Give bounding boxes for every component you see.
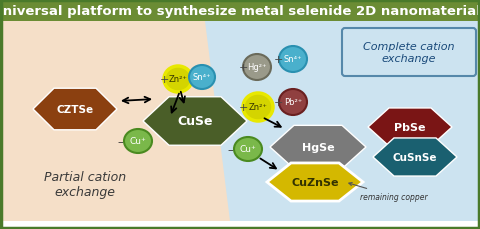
FancyBboxPatch shape bbox=[342, 29, 476, 77]
Polygon shape bbox=[270, 126, 366, 169]
Polygon shape bbox=[143, 97, 247, 146]
Text: Sn⁴⁺: Sn⁴⁺ bbox=[192, 73, 211, 82]
Polygon shape bbox=[373, 138, 457, 176]
Text: +: + bbox=[159, 75, 168, 85]
Text: CZTSe: CZTSe bbox=[57, 105, 94, 114]
Text: HgSe: HgSe bbox=[302, 142, 334, 152]
Text: Sn⁴⁺: Sn⁴⁺ bbox=[284, 55, 302, 64]
Ellipse shape bbox=[279, 90, 307, 115]
Text: Zn²⁺: Zn²⁺ bbox=[168, 75, 187, 84]
Text: CuSnSe: CuSnSe bbox=[393, 152, 437, 162]
Ellipse shape bbox=[189, 66, 215, 90]
Bar bbox=[0, 22, 480, 221]
Text: Hg²⁺: Hg²⁺ bbox=[247, 63, 267, 72]
Polygon shape bbox=[33, 89, 117, 130]
Text: remaining copper: remaining copper bbox=[349, 183, 428, 201]
Text: Cu⁺: Cu⁺ bbox=[240, 145, 256, 154]
Ellipse shape bbox=[164, 67, 192, 93]
Text: CuSe: CuSe bbox=[177, 115, 213, 128]
Text: Cu⁺: Cu⁺ bbox=[130, 137, 146, 146]
Ellipse shape bbox=[124, 129, 152, 153]
Polygon shape bbox=[267, 163, 363, 201]
Polygon shape bbox=[205, 22, 480, 221]
Text: Complete cation
exchange: Complete cation exchange bbox=[363, 42, 455, 63]
Text: +: + bbox=[238, 103, 248, 112]
Text: –: – bbox=[118, 136, 123, 146]
Bar bbox=[0, 0, 480, 22]
Text: Zn²⁺: Zn²⁺ bbox=[249, 103, 267, 112]
Ellipse shape bbox=[243, 94, 273, 121]
Ellipse shape bbox=[279, 47, 307, 73]
Text: CuZnSe: CuZnSe bbox=[291, 177, 339, 187]
Polygon shape bbox=[368, 109, 452, 146]
Text: Universal platform to synthesize metal selenide 2D nanomaterials: Universal platform to synthesize metal s… bbox=[0, 5, 480, 17]
Text: +: + bbox=[238, 63, 248, 73]
Text: –: – bbox=[228, 144, 233, 154]
Ellipse shape bbox=[234, 137, 262, 161]
Text: PbSe: PbSe bbox=[394, 123, 426, 132]
Text: +: + bbox=[273, 98, 283, 108]
Text: Pb²⁺: Pb²⁺ bbox=[284, 98, 302, 107]
Text: Partial cation
exchange: Partial cation exchange bbox=[44, 170, 126, 198]
Ellipse shape bbox=[243, 55, 271, 81]
Text: +: + bbox=[273, 55, 283, 65]
